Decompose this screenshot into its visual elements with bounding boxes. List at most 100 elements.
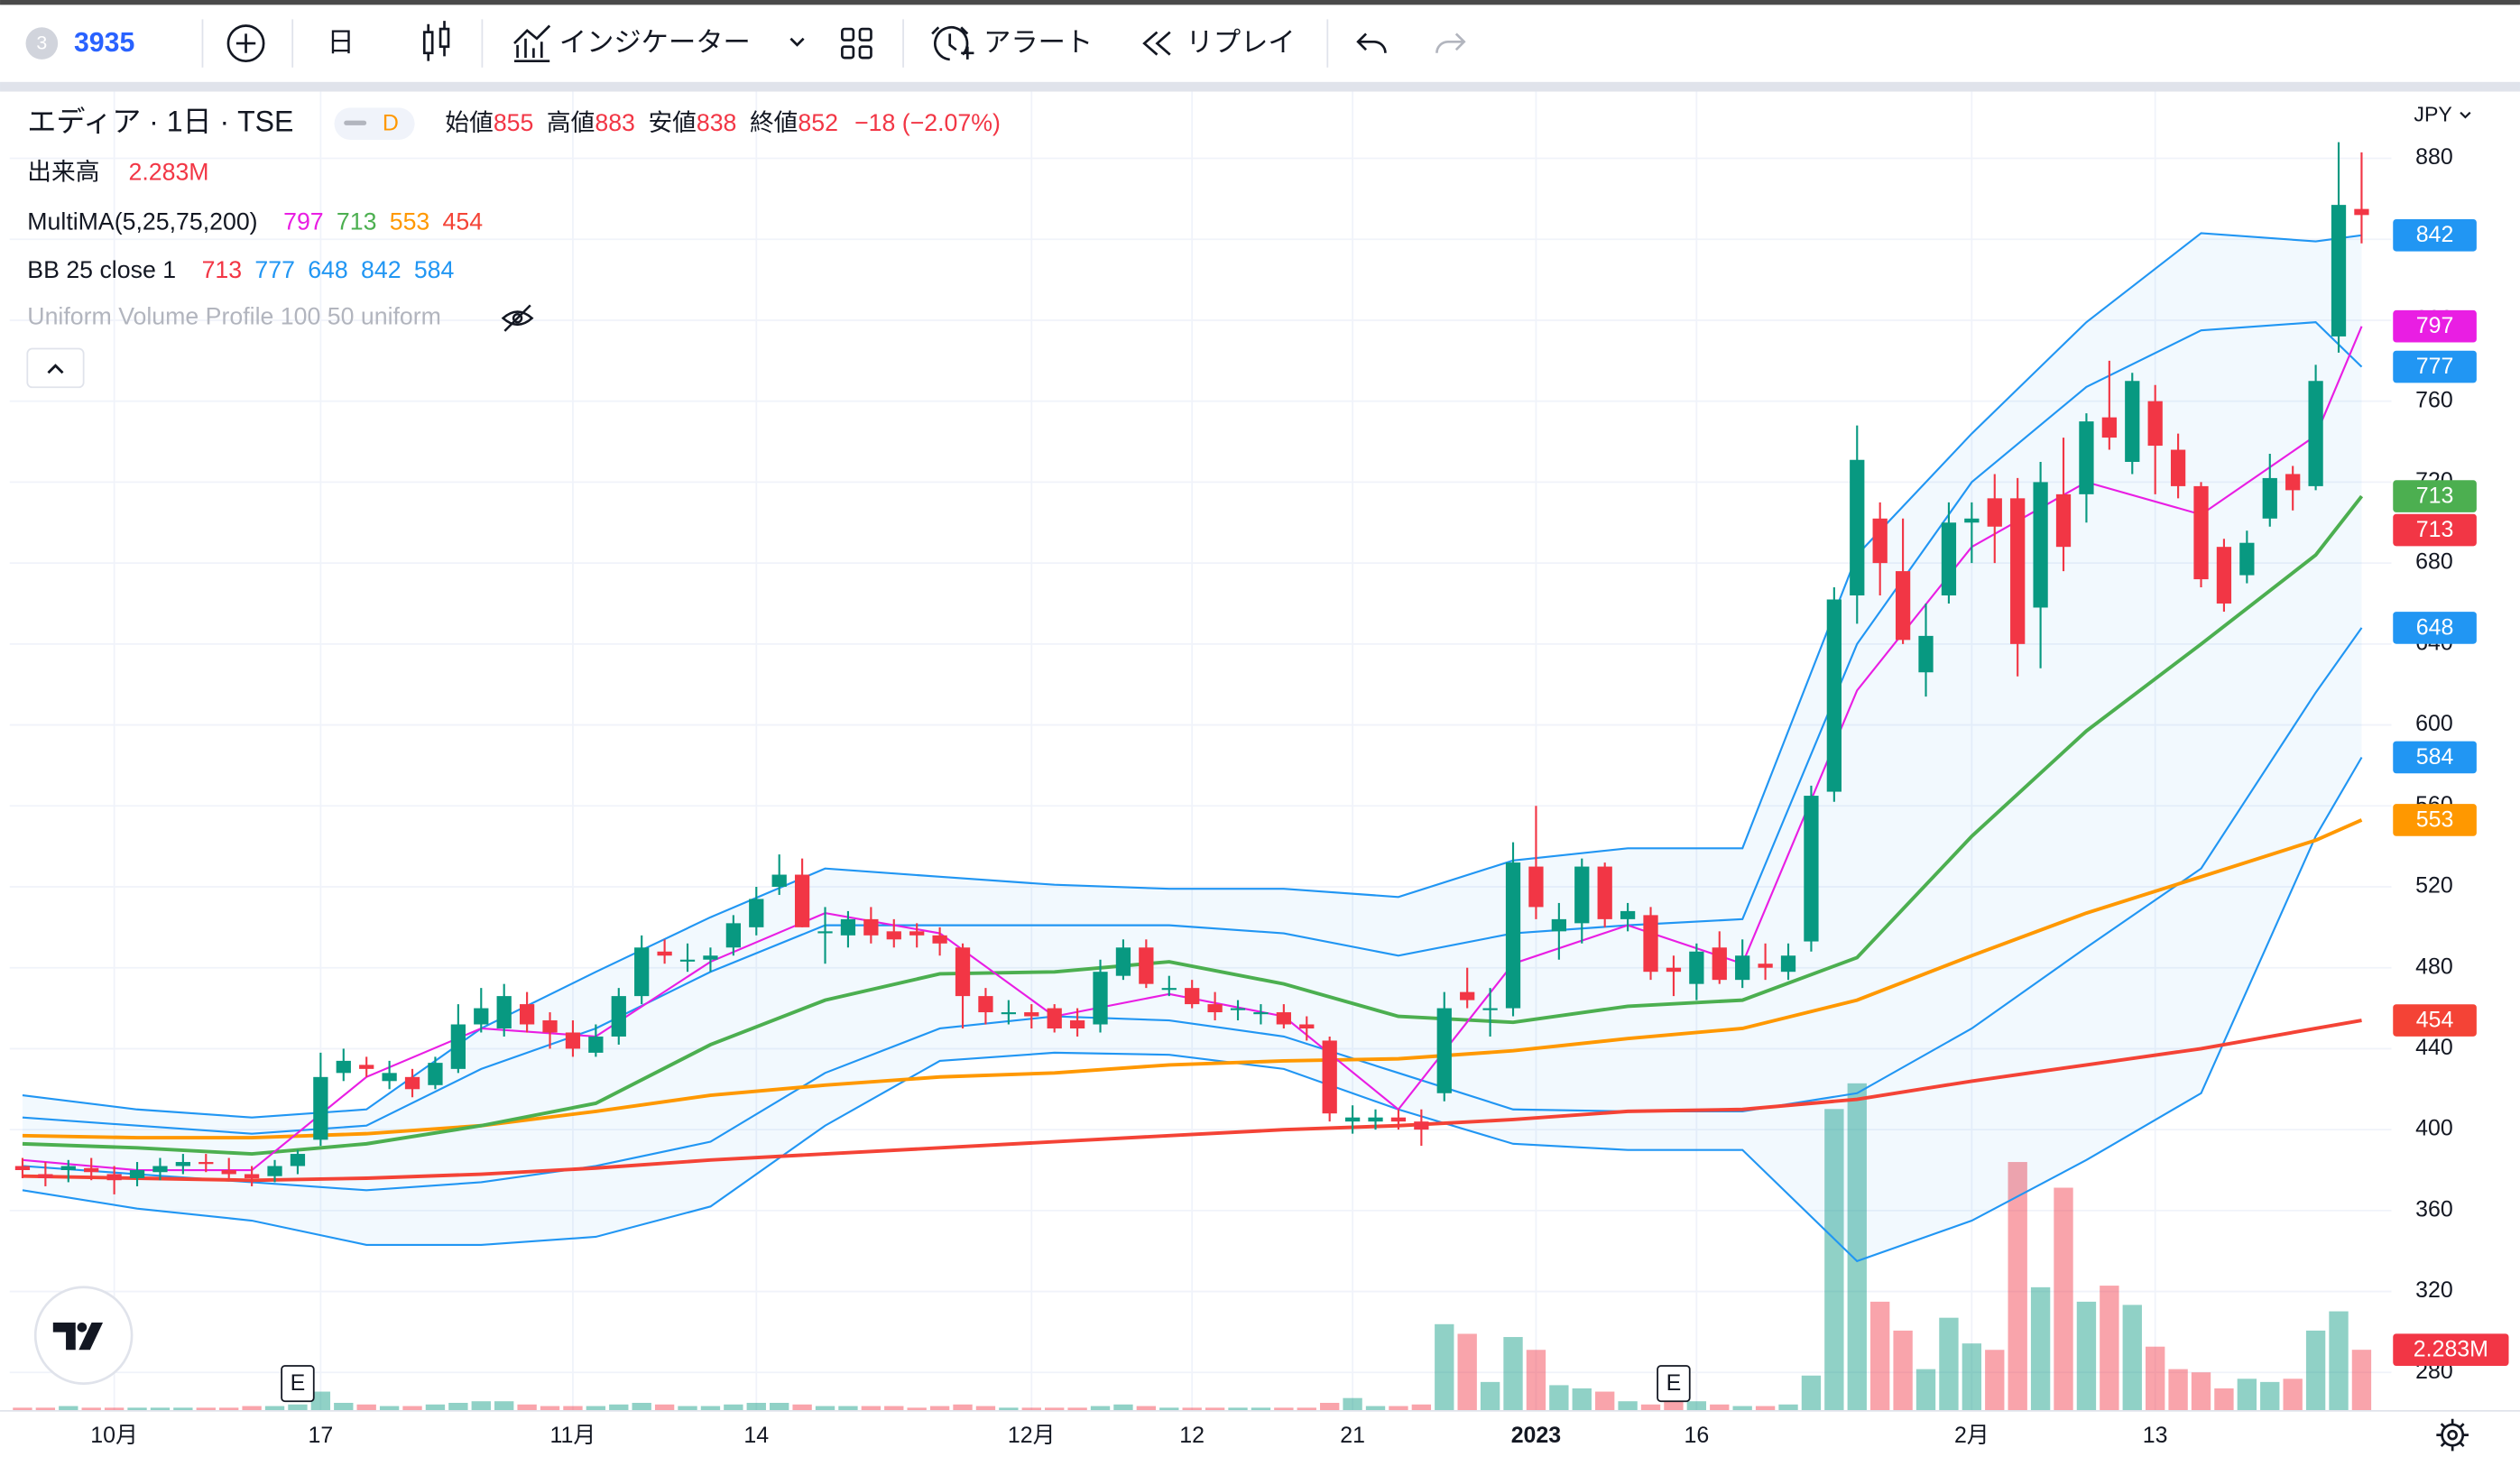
replay-label[interactable]: リプレイ	[1186, 28, 1296, 58]
y-tick-label: 600	[2415, 711, 2453, 736]
settings-button[interactable]	[2436, 1418, 2469, 1452]
undo-button[interactable]	[1356, 32, 1387, 53]
volume-bar	[1320, 1403, 1340, 1411]
ohlc-legend: 始値855 高値883 安値838 終値852 −18 (−2.07%)	[445, 109, 1000, 136]
volume-bar	[517, 1404, 537, 1411]
candle-body	[840, 918, 856, 936]
alert-button[interactable]: アラート	[931, 26, 1093, 61]
candle-body	[2170, 449, 2186, 486]
candle-body	[38, 1174, 53, 1178]
interval-button[interactable]: 日	[328, 28, 355, 58]
volume-bar	[724, 1404, 743, 1411]
volume-bar	[356, 1404, 376, 1411]
volume-bar	[586, 1406, 606, 1411]
hide-icon[interactable]	[501, 304, 534, 332]
change-value: −18 (−2.07%)	[854, 109, 1001, 136]
x-tick-label: 11月	[550, 1423, 596, 1448]
candle-body	[1115, 947, 1131, 976]
volume-bar	[563, 1406, 583, 1411]
event-marker	[281, 1365, 315, 1403]
volume-bar	[1067, 1407, 1087, 1411]
y-tick-label: 360	[2415, 1196, 2453, 1222]
candle-body	[152, 1166, 168, 1173]
volume-bar	[81, 1407, 101, 1411]
volume-bar	[2146, 1346, 2165, 1411]
volume-bar	[1251, 1407, 1271, 1411]
y-tick-label: 440	[2415, 1035, 2453, 1060]
price-badge-text: 797	[2416, 313, 2454, 338]
volume-bar	[907, 1407, 927, 1411]
layouts-button[interactable]	[841, 27, 872, 60]
candle-body	[1850, 459, 1865, 596]
indicator-line	[22, 627, 2363, 1192]
candle-body	[679, 959, 696, 962]
candle-body	[1253, 1012, 1269, 1015]
redo-button[interactable]	[1435, 32, 1466, 53]
candle-body	[2125, 381, 2140, 462]
vp-label: Uniform Volume Profile 100 50 uniform	[27, 303, 441, 330]
candle-body	[2331, 205, 2347, 337]
ma-value: 454	[443, 208, 484, 235]
chart-type-button[interactable]	[422, 21, 450, 61]
price-badge-text: 454	[2416, 1007, 2454, 1032]
collapse-button[interactable]	[26, 347, 85, 389]
volume-bar	[1205, 1407, 1225, 1411]
bb-legend: BB 25 close 1 713 777 648 842 584	[27, 256, 454, 283]
candle-body	[1207, 1004, 1223, 1013]
volume-bar	[1343, 1397, 1362, 1411]
open-label: 始値	[445, 109, 493, 136]
symbol-badge	[25, 27, 59, 60]
candle-body	[1001, 1012, 1016, 1015]
indicators-button[interactable]: インジケーター	[513, 24, 805, 63]
volume-bar	[1503, 1337, 1523, 1411]
volume-bar	[1113, 1404, 1133, 1411]
candle-body	[382, 1073, 397, 1082]
price-badge	[2393, 480, 2477, 512]
ma-label: MultiMA(5,25,75,200)	[27, 208, 257, 235]
add-symbol-button[interactable]	[226, 24, 265, 63]
candle-body	[1139, 947, 1154, 984]
candle-body	[2216, 547, 2232, 604]
candle-body	[725, 923, 741, 948]
indicator-line	[22, 326, 2363, 1172]
symbol[interactable]: 3935	[74, 28, 134, 58]
y-tick-label: 480	[2415, 954, 2453, 979]
candle-body	[794, 874, 810, 927]
volume-bar	[654, 1404, 675, 1411]
volume-bar	[310, 1391, 331, 1411]
volume-bar	[1962, 1343, 1982, 1411]
tradingview-logo[interactable]	[33, 1286, 134, 1385]
toolbar-separator	[0, 81, 2520, 92]
candle-body	[2262, 477, 2277, 519]
volume-bar	[219, 1407, 239, 1411]
candle-body	[1093, 972, 1108, 1025]
volume-bar	[471, 1401, 491, 1411]
volume-bar	[1847, 1083, 1867, 1411]
volume-bar	[1824, 1109, 1844, 1411]
alert-label[interactable]: アラート	[983, 28, 1093, 58]
volume-bar	[59, 1406, 78, 1411]
candle-body	[749, 899, 764, 927]
candle-body	[703, 955, 718, 960]
price-badge	[2393, 1333, 2509, 1366]
candle-body	[244, 1174, 260, 1178]
volume-bar	[264, 1406, 285, 1411]
high-label: 高値	[547, 109, 595, 136]
volume-label: 出来高	[27, 158, 99, 185]
price-badge	[2393, 218, 2477, 252]
volume-bar	[127, 1407, 147, 1411]
candle-body	[60, 1166, 76, 1170]
volume-bar	[2008, 1162, 2027, 1411]
indicators-label[interactable]: インジケーター	[559, 28, 751, 58]
candle-body	[2354, 208, 2369, 216]
candle-body	[634, 947, 650, 997]
candle-body	[404, 1076, 420, 1090]
close-label: 終値	[750, 109, 798, 136]
candle-body	[313, 1076, 328, 1140]
volume-bar	[1365, 1406, 1386, 1411]
candle-body	[290, 1154, 306, 1166]
candle-body	[1804, 796, 1819, 942]
candle-body	[450, 1024, 466, 1069]
replay-button[interactable]: リプレイ	[1142, 28, 1296, 58]
candle-body	[1666, 967, 1682, 973]
